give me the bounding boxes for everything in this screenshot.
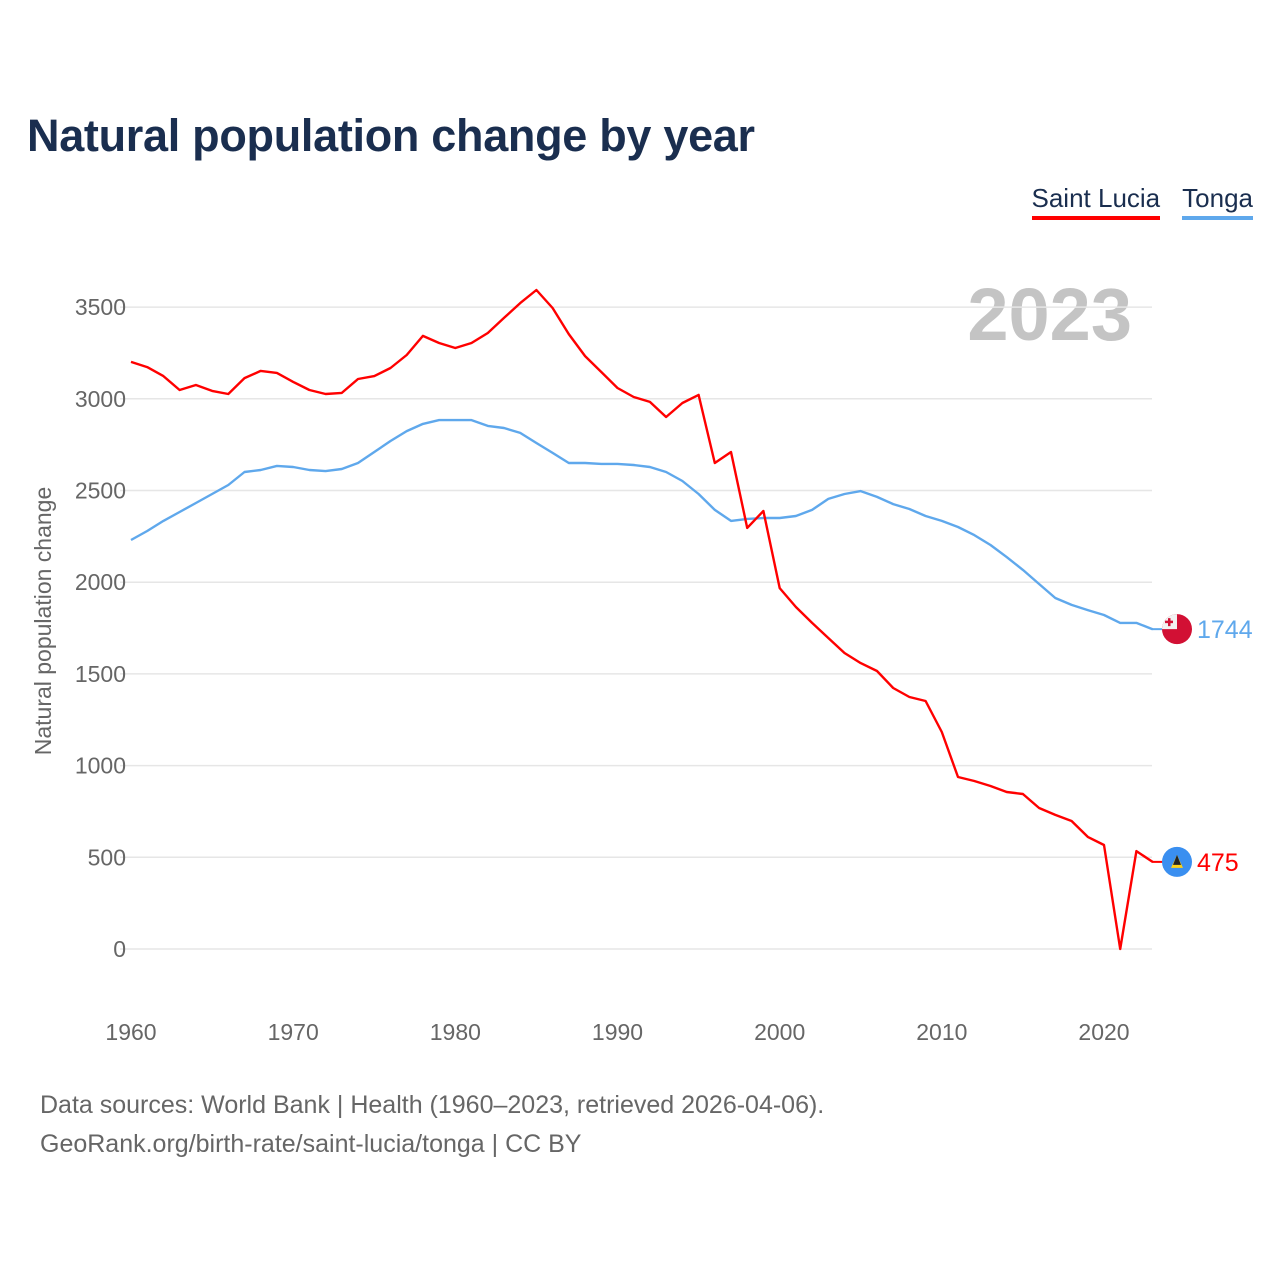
flag-cross: [1165, 620, 1173, 624]
x-tick-label: 1970: [268, 1019, 319, 1045]
x-tick-label: 1980: [430, 1019, 481, 1045]
y-tick-label: 1000: [75, 753, 126, 779]
y-tick-label: 0: [113, 936, 126, 962]
y-tick-label: 2500: [75, 478, 126, 504]
y-axis-label: Natural population change: [30, 487, 56, 756]
chart-title: Natural population change by year: [27, 110, 755, 161]
series-line-tonga: [130, 418, 1154, 631]
flag-triangle: [1173, 854, 1181, 865]
legend-item-tonga[interactable]: Tonga: [1182, 183, 1253, 220]
source-link[interactable]: GeoRank.org/birth-rate/saint-lucia/tonga…: [40, 1130, 582, 1158]
y-tick-label: 500: [88, 844, 126, 870]
x-tick-label: 2010: [916, 1019, 967, 1045]
year-watermark: 2023: [967, 273, 1132, 356]
y-tick-label: 1500: [75, 661, 126, 687]
end-value-label: 1744: [1197, 616, 1253, 644]
legend: Saint Lucia Tonga: [1031, 183, 1253, 220]
x-tick-label: 1960: [105, 1019, 156, 1045]
x-tick-label: 2020: [1078, 1019, 1129, 1045]
end-value-label: 475: [1197, 849, 1239, 877]
data-sources: Data sources: World Bank | Health (1960–…: [40, 1091, 825, 1119]
legend-item-saint-lucia[interactable]: Saint Lucia: [1031, 183, 1161, 220]
y-tick-label: 3000: [75, 386, 126, 412]
y-tick-label: 2000: [75, 569, 126, 595]
y-tick-label: 3500: [75, 294, 126, 320]
x-tick-label: 2000: [754, 1019, 805, 1045]
series-line-saint-lucia: [130, 288, 1154, 951]
footer: Data sources: World Bank | Health (1960–…: [40, 1086, 824, 1164]
x-tick-label: 1990: [592, 1019, 643, 1045]
